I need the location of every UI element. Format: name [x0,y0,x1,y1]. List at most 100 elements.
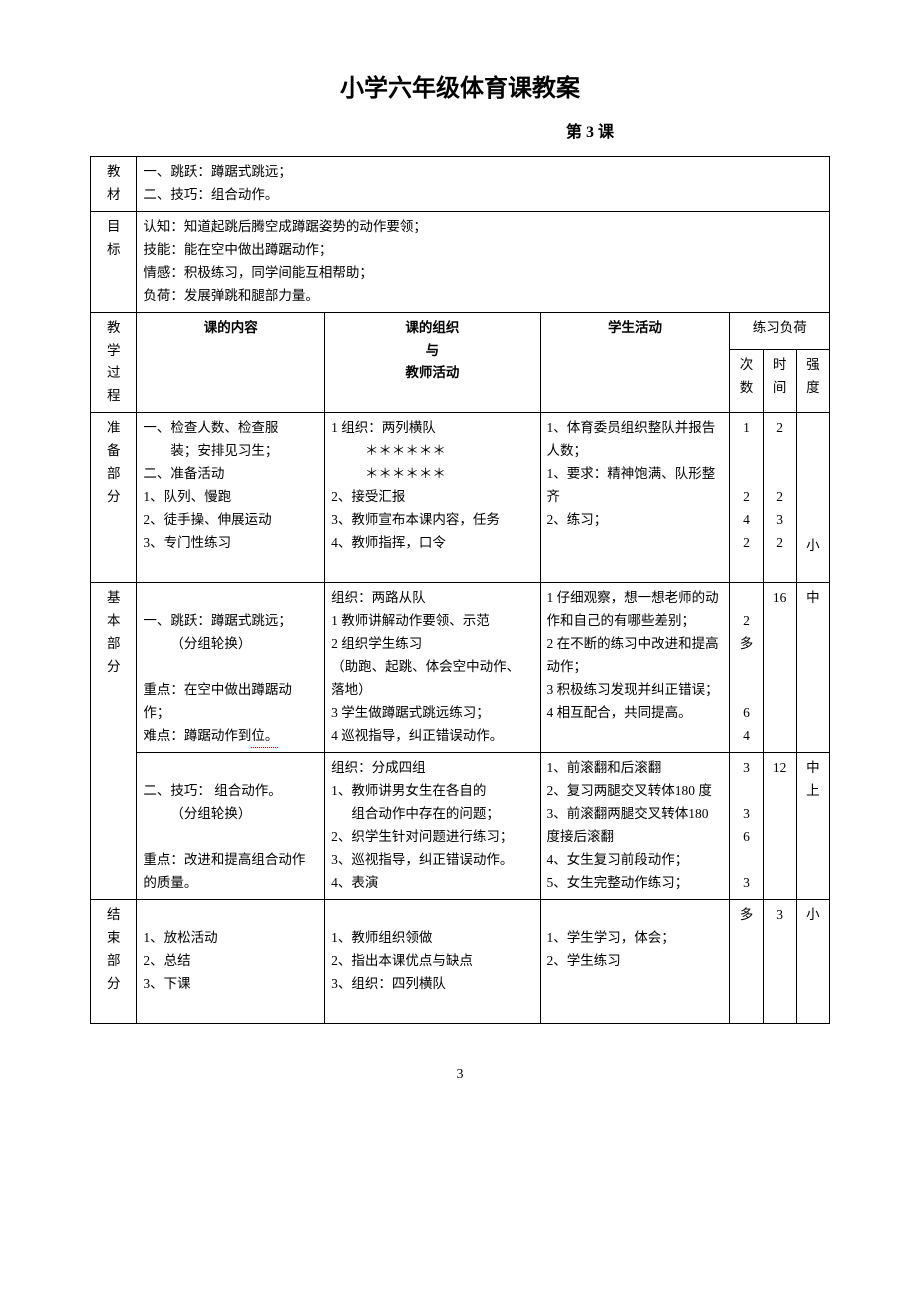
b1-c-l4: 难点：蹲踞动作到位。 [143,725,318,749]
b2-s-l1: 1、前滚翻和后滚翻 [547,757,724,780]
b1-cnt2: 多 [736,633,756,656]
prep-c-l6: 3、专门性练习 [143,532,318,555]
prep-cnt3: 4 [736,509,756,532]
prep-c-l5: 2、徒手操、伸展运动 [143,509,318,532]
b2-c-l1: 二、技巧： 组合动作。 [143,780,318,803]
hdr-time: 时间 [763,349,796,413]
b1-o-l6: 4 巡视指导，纠正错误动作。 [331,725,533,748]
obj-l1: 认知：知道起跳后腾空成蹲踞姿势的动作要领； [143,216,823,239]
prep-s-l2: 1、要求：精神饱满、队形整齐 [547,463,724,509]
end-c-l3: 3、下课 [143,973,318,996]
row-header-1: 教学过程 课的内容 课的组织 与 教师活动 学生活动 练习负荷 [91,312,830,349]
end-o-l2: 2、指出本课优点与缺点 [331,950,533,973]
hdr-load: 练习负荷 [730,312,830,349]
prep-student: 1、体育委员组织整队并报告人数； 1、要求：精神饱满、队形整齐 2、练习； [540,413,730,583]
end-intensity: 小 [796,900,829,1024]
b1-s-l3: 3 积极练习发现并纠正错误； [547,679,724,702]
prep-cnt4: 2 [736,532,756,555]
label-material: 教材 [91,156,137,211]
end-s-l1: 1、学生学习，体会； [547,927,724,950]
b2-o-l1: 组织：分成四组 [331,757,533,780]
basic2-org: 组织：分成四组 1、教师讲男女生在各自的 组合动作中存在的问题； 2、织学生针对… [325,753,540,900]
b1-c-l2: （分组轮换） [143,633,318,656]
prep-s-l3: 2、练习； [547,509,724,532]
b2-c-l2: （分组轮换） [143,803,318,826]
b2-o-l6: 4、表演 [331,872,533,895]
end-o-l3: 3、组织：四列横队 [331,973,533,996]
label-end: 结束部分 [91,900,137,1024]
hdr-student: 学生活动 [540,312,730,413]
prep-t3: 3 [770,509,790,532]
hdr-count: 次数 [730,349,763,413]
hdr-intensity: 强度 [796,349,829,413]
b1-cnt4: 4 [736,725,756,748]
b2-cnt1: 3 [736,757,756,780]
end-org: 1、教师组织领做 2、指出本课优点与缺点 3、组织：四列横队 [325,900,540,1024]
material-l2: 二、技巧：组合动作。 [143,184,823,207]
prep-s-l1: 1、体育委员组织整队并报告人数； [547,417,724,463]
row-end: 结束部分 1、放松活动 2、总结 3、下课 1、教师组织领做 2、指出本课优点与… [91,900,830,1024]
end-c-l1: 1、放松活动 [143,927,318,950]
b2-cnt4: 3 [736,872,756,895]
b2-c-l3: 重点：改进和提高组合动作的质量。 [143,849,318,895]
prep-c-l1: 一、检查人数、检查服 [143,417,318,440]
prep-o-l5: 3、教师宣布本课内容，任务 [331,509,533,532]
b1-o-l3: 2 组织学生练习 [331,633,533,656]
material-cell: 一、跳跃：蹲踞式跳远； 二、技巧：组合动作。 [137,156,830,211]
prep-count: 1 2 4 2 [730,413,763,583]
basic1-content: 一、跳跃：蹲踞式跳远； （分组轮换） 重点：在空中做出蹲踞动作； 难点：蹲踞动作… [137,582,325,753]
hdr-org: 课的组织 与 教师活动 [325,312,540,413]
lesson-number: 第 3 课 [90,120,830,146]
prep-c-l2: 装；安排见习生； [143,440,318,463]
basic2-time: 12 [763,753,796,900]
material-l1: 一、跳跃：蹲踞式跳远； [143,161,823,184]
prep-o-l4: 2、接受汇报 [331,486,533,509]
basic1-count: 2 多 6 4 [730,582,763,753]
obj-l4: 负荷：发展弹跳和腿部力量。 [143,285,823,308]
basic1-student: 1 仔细观察，想一想老师的动作和自己的有哪些差别； 2 在不断的练习中改进和提高… [540,582,730,753]
b1-s-l1: 1 仔细观察，想一想老师的动作和自己的有哪些差别； [547,587,724,633]
end-time: 3 [763,900,796,1024]
prep-c-l4: 1、队列、慢跑 [143,486,318,509]
prep-time: 2 2 3 2 [763,413,796,583]
b1-o-l1: 组织：两路从队 [331,587,533,610]
prep-c-l3: 二、准备活动 [143,463,318,486]
prep-o-l2: ＊＊＊＊＊＊ [331,440,533,463]
page-number: 3 [90,1064,830,1086]
b1-c-l3: 重点：在空中做出蹲踞动作； [143,679,318,725]
b2-cnt3: 6 [736,826,756,849]
prep-org: 1 组织：两列横队 ＊＊＊＊＊＊ ＊＊＊＊＊＊ 2、接受汇报 3、教师宣布本课内… [325,413,540,583]
b1-s-l2: 2 在不断的练习中改进和提高动作； [547,633,724,679]
b1-c-l1: 一、跳跃：蹲踞式跳远； [143,610,318,633]
row-basic-1: 基本部分 一、跳跃：蹲踞式跳远； （分组轮换） 重点：在空中做出蹲踞动作； 难点… [91,582,830,753]
b1-o-l2: 1 教师讲解动作要领、示范 [331,610,533,633]
b2-s-l4: 4、女生复习前段动作； [547,849,724,872]
basic1-time: 16 [763,582,796,753]
label-objective: 目标 [91,211,137,312]
label-process: 教学过程 [91,312,137,413]
prep-cnt2: 2 [736,486,756,509]
end-s-l2: 2、学生练习 [547,950,724,973]
prep-t4: 2 [770,532,790,555]
row-basic-2: 二、技巧： 组合动作。 （分组轮换） 重点：改进和提高组合动作的质量。 组织：分… [91,753,830,900]
label-basic: 基本部分 [91,582,137,899]
prep-cnt1: 1 [736,417,756,440]
b2-s-l3: 3、前滚翻两腿交叉转体180 度接后滚翻 [547,803,724,849]
end-count: 多 [730,900,763,1024]
prep-o-l3: ＊＊＊＊＊＊ [331,463,533,486]
basic2-intensity: 中上 [796,753,829,900]
lesson-plan-table: 教材 一、跳跃：蹲踞式跳远； 二、技巧：组合动作。 目标 认知：知道起跳后腾空成… [90,156,830,1024]
b2-cnt2: 3 [736,803,756,826]
row-objective: 目标 认知：知道起跳后腾空成蹲踞姿势的动作要领； 技能：能在空中做出蹲踞动作； … [91,211,830,312]
page-title: 小学六年级体育课教案 [90,70,830,108]
prep-o-l6: 4、教师指挥，口令 [331,532,533,555]
basic2-student: 1、前滚翻和后滚翻 2、复习两腿交叉转体180 度 3、前滚翻两腿交叉转体180… [540,753,730,900]
obj-l2: 技能：能在空中做出蹲踞动作； [143,239,823,262]
row-prep: 准备部分 一、检查人数、检查服 装；安排见习生； 二、准备活动 1、队列、慢跑 … [91,413,830,583]
prep-content: 一、检查人数、检查服 装；安排见习生； 二、准备活动 1、队列、慢跑 2、徒手操… [137,413,325,583]
basic2-content: 二、技巧： 组合动作。 （分组轮换） 重点：改进和提高组合动作的质量。 [137,753,325,900]
end-student: 1、学生学习，体会； 2、学生练习 [540,900,730,1024]
objective-cell: 认知：知道起跳后腾空成蹲踞姿势的动作要领； 技能：能在空中做出蹲踞动作； 情感：… [137,211,830,312]
b1-s-l4: 4 相互配合，共同提高。 [547,702,724,725]
b2-s-l2: 2、复习两腿交叉转体180 度 [547,780,724,803]
